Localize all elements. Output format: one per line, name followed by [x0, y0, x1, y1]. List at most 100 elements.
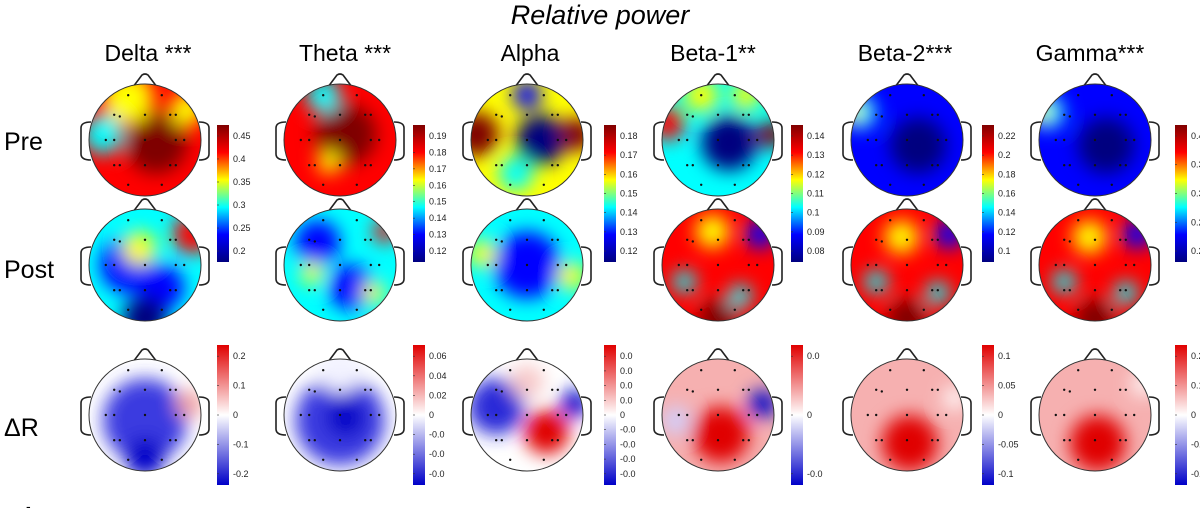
electrode-dot: [542, 183, 545, 186]
electrode-dot: [322, 369, 325, 372]
electrode-dot: [509, 458, 512, 461]
electrode-dot: [565, 138, 568, 142]
electrode-dot: [931, 113, 934, 117]
electrode-dot: [556, 138, 559, 142]
topoplot-0-2: [462, 73, 592, 197]
colorbar-tick-label: 0.25: [1191, 217, 1200, 227]
topoplot-1-2: [462, 198, 592, 322]
colorbar-tick-label: 0.0: [620, 351, 633, 361]
electrode-dot: [338, 138, 342, 142]
electrode-dot: [936, 113, 939, 117]
electrode-dot: [378, 413, 381, 417]
electrode-dot: [875, 388, 878, 391]
electrode-dot: [1063, 439, 1066, 442]
electrode-dot: [556, 289, 559, 292]
colorbar-tick-label: -0.05: [998, 439, 1019, 449]
electrode-dot: [169, 113, 172, 117]
map-region: [748, 389, 774, 418]
electrode-dot: [866, 413, 869, 417]
colorbar-tick-label: -0.1: [233, 439, 249, 449]
electrode-dot: [118, 164, 122, 167]
electrode-dot: [1124, 164, 1128, 167]
electrode-dot: [875, 263, 878, 267]
map-region: [89, 114, 123, 154]
electrode-dot: [733, 369, 736, 372]
head-outline: [470, 358, 584, 472]
electrode-dot: [1068, 289, 1072, 292]
map-region: [890, 117, 947, 174]
electrode-dot: [922, 369, 925, 372]
electrode-dot: [936, 138, 939, 142]
topoplot-1-3: [653, 198, 783, 322]
topoplot-2-5: [1030, 348, 1160, 472]
electrode-dot: [875, 439, 878, 442]
electrode-dot: [551, 439, 554, 442]
electrode-dot: [542, 219, 545, 222]
electrode-dot: [905, 164, 909, 167]
nose-icon: [705, 73, 731, 88]
electrode-dot: [143, 263, 147, 267]
electrode-dot: [1077, 183, 1080, 186]
electrode-dot: [322, 183, 325, 186]
ear-icon: [393, 121, 405, 161]
ear-icon: [80, 246, 92, 286]
electrode-dot: [1124, 413, 1128, 417]
electrode-dot: [1077, 369, 1080, 372]
electrode-dot: [700, 94, 703, 97]
ear-icon: [580, 396, 592, 436]
head-outline: [661, 208, 775, 322]
ear-icon: [198, 396, 210, 436]
electrode-dot: [1124, 113, 1128, 117]
topoplot-2-0: [80, 348, 210, 472]
electrode-dot: [118, 390, 122, 393]
electrode-dot: [364, 388, 367, 391]
electrode-dot: [509, 369, 512, 372]
electrode-dot: [1124, 238, 1128, 241]
colorbar-tick-label: 0.15: [429, 197, 447, 207]
electrode-dot: [905, 413, 909, 417]
colorbar-tick-label: -0.0: [429, 449, 445, 459]
colorbar-tick-label: 0.1: [998, 351, 1011, 361]
electrode-dot: [174, 413, 177, 417]
colorbar-pre: [604, 125, 616, 262]
electrode-dot: [716, 439, 720, 442]
electrode-dot: [1119, 289, 1122, 292]
colorbar-pre: [791, 125, 803, 262]
topoplot-0-5: [1030, 73, 1160, 197]
electrode-dot: [364, 113, 367, 117]
electrode-dot: [905, 263, 909, 267]
colorbar-tick-label: 0.3: [233, 200, 246, 210]
map-region: [295, 220, 340, 265]
head-outline: [470, 208, 584, 322]
column-header: Delta ***: [104, 40, 192, 66]
nose-icon: [514, 348, 540, 363]
electrode-dot: [104, 413, 108, 417]
electrode-dot: [1124, 388, 1128, 391]
colorbar-tick-label: 0.11: [807, 189, 824, 199]
topoplot-2-3: [653, 348, 783, 472]
electrode-dot: [127, 219, 130, 222]
colorbar-tick-label: 0.0: [807, 351, 820, 361]
column-header: Theta ***: [298, 40, 392, 66]
electrode-dot: [1054, 413, 1058, 417]
electrode-dot: [113, 439, 116, 442]
nose-icon: [327, 348, 353, 363]
ear-icon: [462, 121, 474, 161]
electrode-dot: [866, 263, 869, 267]
map-region: [1053, 270, 1076, 293]
electrode-dot: [1063, 238, 1066, 241]
electrode-dot: [1063, 138, 1066, 142]
electrode-dot: [686, 439, 689, 442]
colorbar-tick-label: 0.12: [429, 246, 447, 256]
electrode-dot: [1077, 308, 1080, 311]
electrode-dot: [1063, 263, 1066, 267]
row-label-delta: ΔR: [4, 414, 39, 442]
electrode-dot: [308, 164, 311, 167]
colorbar-tick-label: 0.0: [620, 381, 633, 391]
colorbar-tick-label: 0.16: [429, 180, 447, 190]
map-region: [732, 84, 760, 110]
ear-icon: [275, 121, 287, 161]
map-region: [673, 270, 696, 293]
electrode-dot: [308, 263, 311, 267]
electrode-dot: [1068, 164, 1072, 167]
